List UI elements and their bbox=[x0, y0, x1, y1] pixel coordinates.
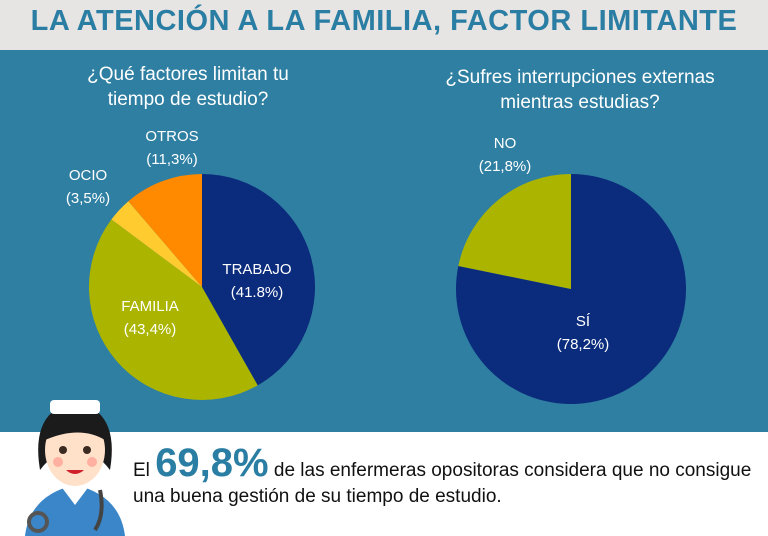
footer-text: de las enfermeras opositoras considera q… bbox=[133, 460, 752, 507]
slice-label: TRABAJO bbox=[222, 261, 291, 278]
value-label: (11,3%) bbox=[146, 151, 197, 168]
title: LA ATENCIÓN A LA FAMILIA, FACTOR LIMITAN… bbox=[30, 5, 738, 37]
slice-label: SÍ bbox=[576, 313, 591, 330]
pie-slice bbox=[111, 201, 202, 287]
slice-label: OTROS bbox=[145, 128, 198, 145]
value-label: (41.8%) bbox=[231, 284, 284, 301]
pie-slice bbox=[89, 219, 258, 400]
pie-slice bbox=[458, 174, 571, 289]
chart-title: ¿Qué factores limitan tu tiempo de estud… bbox=[87, 64, 289, 110]
pie-slice bbox=[128, 174, 202, 287]
pie-slice bbox=[456, 174, 687, 404]
value-label: (21,8%) bbox=[479, 158, 532, 175]
chart-title: ¿Sufres interrupciones externas mientras… bbox=[445, 67, 715, 113]
header bbox=[0, 0, 768, 50]
slice-label: OCIO bbox=[69, 167, 107, 184]
nurse-icon bbox=[25, 400, 125, 536]
slice-label: NO bbox=[494, 135, 517, 152]
value-label: (43,4%) bbox=[124, 321, 177, 338]
value-label: (78,2%) bbox=[557, 336, 610, 353]
footer-lead: El bbox=[133, 460, 150, 481]
pie-slice bbox=[202, 174, 315, 386]
slice-label: FAMILIA bbox=[121, 298, 179, 315]
footer: El 69,8% de las enfermeras opositoras co… bbox=[133, 443, 753, 510]
highlight: 69,8% bbox=[155, 441, 269, 485]
value-label: (3,5%) bbox=[66, 190, 110, 207]
